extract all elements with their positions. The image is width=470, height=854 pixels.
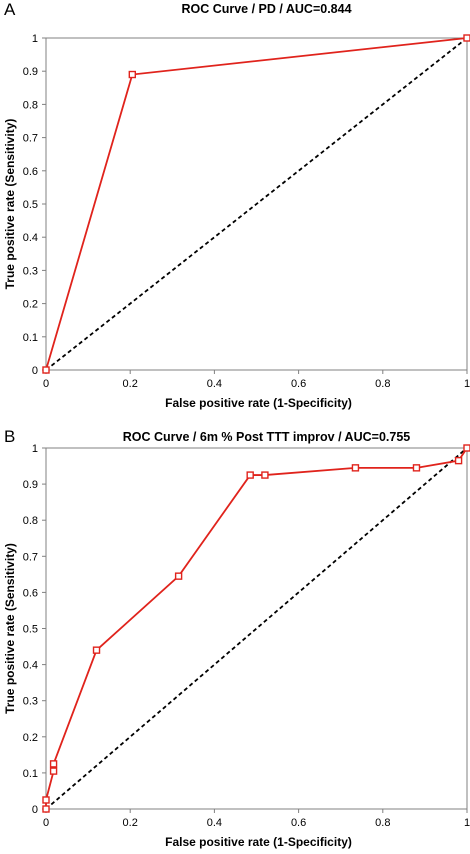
x-tick-label: 0.6 (291, 817, 306, 829)
chart-title: ROC Curve / 6m % Post TTT improv / AUC=0… (123, 430, 411, 444)
y-tick-label: 0.2 (23, 732, 38, 744)
x-tick-label: 0.4 (207, 817, 222, 829)
roc-point-marker (42, 805, 50, 813)
roc-point-marker (246, 471, 254, 479)
y-tick-label: 0.4 (23, 232, 38, 244)
roc-chart-a: ROC Curve / PD / AUC=0.844 0 0.1 0.2 0.3 0.4 0… (3, 2, 470, 410)
x-tick-label: 0.6 (291, 378, 306, 390)
roc-point-marker (463, 34, 470, 42)
y-axis-label: True positive rate (Sensitivity) (3, 119, 17, 290)
y-tick-label: 0.9 (23, 66, 38, 78)
x-tick-label: 0.2 (123, 378, 138, 390)
x-tick-label: 1 (464, 378, 470, 390)
roc-point-marker (128, 70, 137, 79)
reference-diagonal-line (45, 447, 468, 810)
x-axis-label: False positive rate (1-Specificity) (165, 396, 352, 410)
roc-curve-line (45, 447, 468, 809)
x-tick-label: 0.8 (375, 378, 390, 390)
x-tick-label: 0 (43, 817, 49, 829)
y-tick-label: 0.7 (23, 133, 38, 145)
y-tick-label: 0.4 (23, 660, 38, 672)
roc-point-marker (92, 646, 101, 654)
x-tick-label: 0.2 (123, 817, 138, 829)
y-tick-label: 0 (32, 365, 38, 377)
y-tick-label: 0.9 (23, 479, 38, 491)
roc-point-marker (174, 572, 183, 580)
reference-diagonal-line (45, 37, 468, 371)
roc-point-marker (463, 444, 470, 452)
roc-point-marker (42, 796, 50, 804)
roc-panel-a: A ROC Curve / PD / AUC=0.844 0 0.1 0.2 0.3 0.… (3, 0, 470, 410)
x-tick-label: 0.8 (375, 817, 390, 829)
roc-point-marker (49, 760, 58, 768)
panel-letter-b: B (4, 427, 16, 446)
chart-title: ROC Curve / PD / AUC=0.844 (181, 2, 351, 16)
y-tick-label: 0.2 (23, 299, 38, 311)
y-tick-label: 0.6 (23, 166, 38, 178)
x-tick-label: 1 (464, 817, 470, 829)
roc-point-marker (42, 366, 50, 374)
y-tick-label: 0.3 (23, 265, 38, 277)
y-axis-label: True positive rate (Sensitivity) (3, 543, 17, 714)
y-tick-label: 0.8 (23, 99, 38, 111)
y-tick-label: 0.1 (23, 332, 38, 344)
roc-point-marker (261, 471, 269, 479)
y-tick-label: 0 (32, 804, 38, 816)
x-tick-label: 0.4 (207, 378, 222, 390)
panel-letter-a: A (4, 0, 16, 19)
x-axis-label: False positive rate (1-Specificity) (165, 835, 352, 849)
roc-chart-b: ROC Curve / 6m % Post TTT improv / AUC=0… (3, 430, 470, 849)
roc-point-marker (454, 456, 463, 465)
x-tick-label: 0 (43, 378, 49, 390)
roc-point-marker (49, 767, 58, 775)
y-tick-label: 0.7 (23, 551, 38, 563)
y-tick-label: 0.6 (23, 587, 38, 599)
y-tick-label: 1 (32, 443, 38, 455)
y-tick-label: 0.5 (23, 199, 38, 211)
roc-panel-b: B ROC Curve / 6m % Post TTT improv / AUC… (0, 427, 470, 854)
y-tick-label: 0.3 (23, 696, 38, 708)
roc-point-marker (412, 464, 421, 472)
y-tick-label: 1 (32, 33, 38, 45)
roc-point-marker (351, 464, 360, 472)
y-tick-label: 0.1 (23, 768, 38, 780)
y-tick-label: 0.8 (23, 515, 38, 527)
y-tick-label: 0.5 (23, 624, 38, 636)
